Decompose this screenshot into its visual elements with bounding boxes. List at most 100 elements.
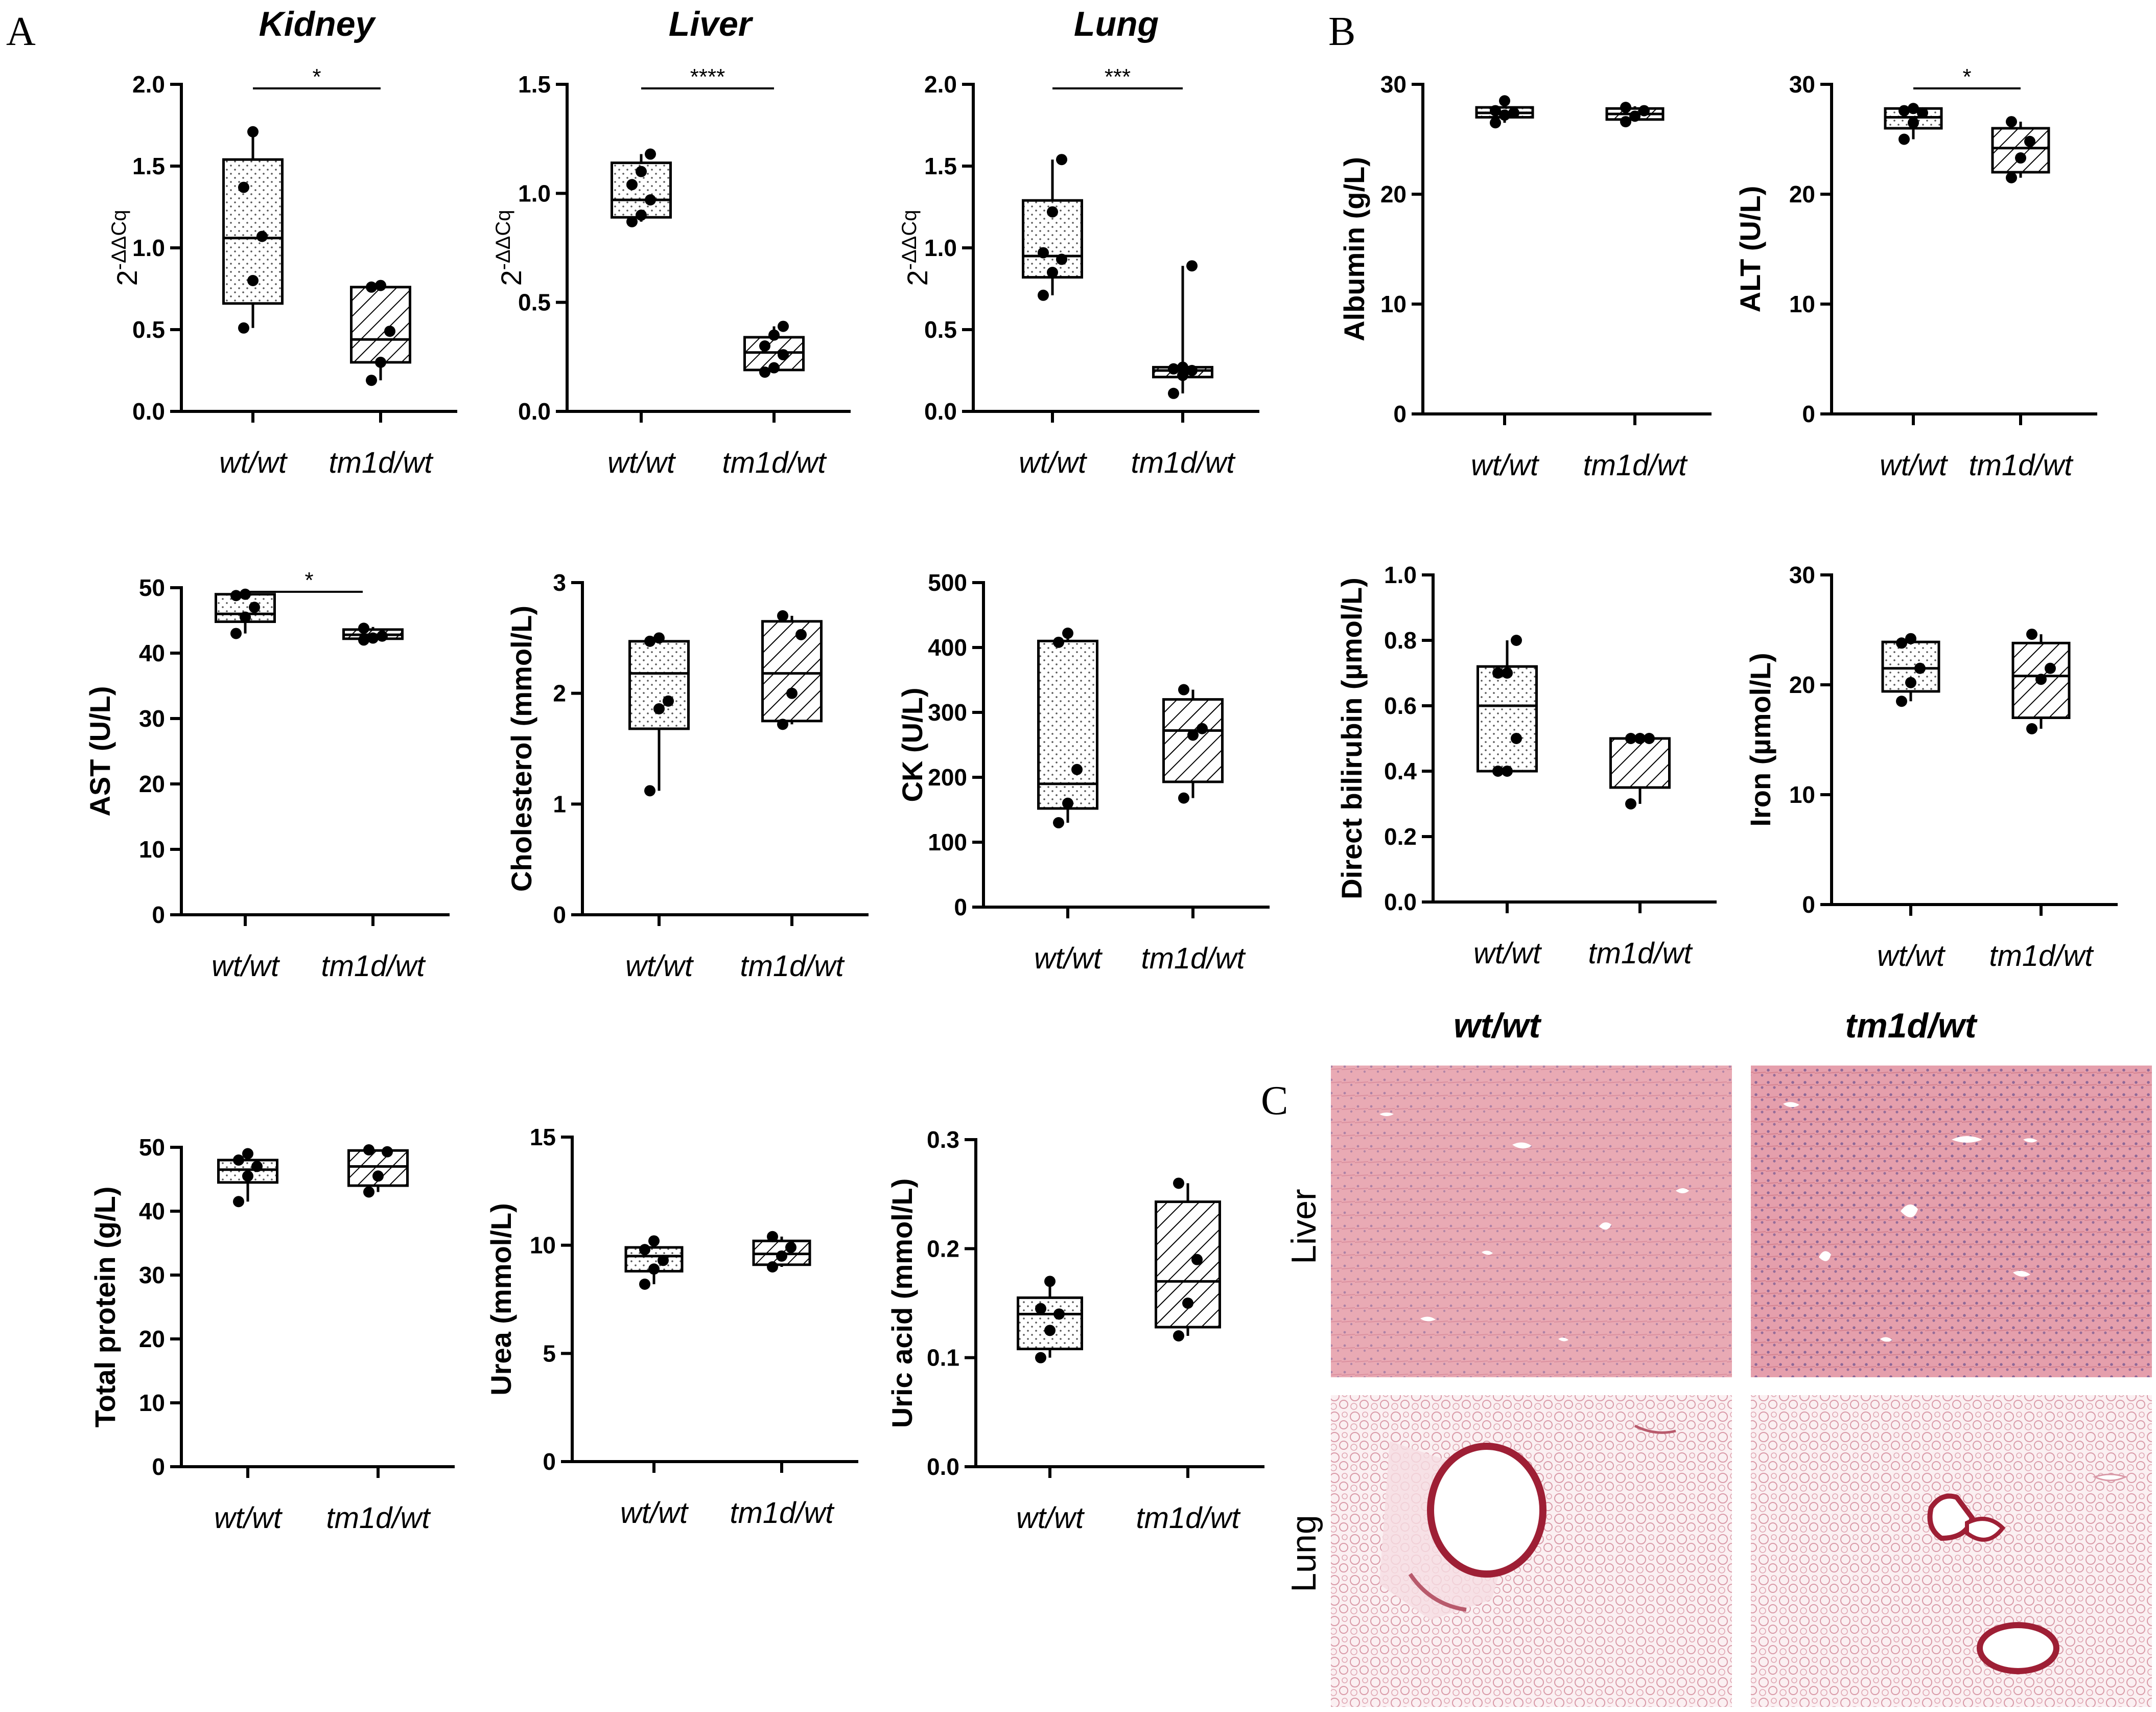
y-tick-label: 10 <box>1789 781 1815 808</box>
x-category-label: tm1d/wt <box>1968 449 2074 482</box>
data-point <box>372 1170 384 1182</box>
y-tick-label: 10 <box>1789 291 1815 317</box>
data-point <box>645 148 656 160</box>
box-iqr <box>628 640 690 730</box>
data-point <box>2045 662 2056 674</box>
data-point <box>358 634 369 646</box>
chart-liver: 0.0 0.5 1.0 1.5 wt/wt tm1d/wt 2-ΔΔCq Liver **** <box>492 5 851 479</box>
y-tick-label: 20 <box>1789 181 1815 207</box>
x-category-label: tm1d/wt <box>321 950 426 983</box>
significance-marker: * <box>1962 64 1971 89</box>
data-point <box>639 1278 650 1290</box>
data-point <box>778 320 789 332</box>
data-point <box>1511 635 1522 646</box>
panel-title: Liver <box>669 5 754 43</box>
data-point <box>626 216 638 227</box>
y-tick-label: 0.2 <box>927 1235 959 1262</box>
data-point <box>1038 247 1049 259</box>
significance-marker: **** <box>690 64 725 89</box>
y-tick-label: 0.5 <box>132 316 165 343</box>
x-category-label: wt/wt <box>219 446 288 479</box>
box-tm1d-wt <box>350 280 411 386</box>
x-category-label: tm1d/wt <box>1136 1501 1241 1535</box>
chart-iron: 0 10 20 30 wt/wt tm1d/wt Iron (µmol/L) <box>1744 562 2118 973</box>
data-point <box>1035 1352 1046 1363</box>
data-point <box>1197 723 1208 734</box>
chart-uric_acid: 0.0 0.1 0.2 0.3 wt/wt tm1d/wt Uric acid (mmol/… <box>886 1126 1264 1535</box>
box-tm1d-wt <box>752 1231 811 1273</box>
data-point <box>1492 766 1504 777</box>
y-tick-label: 1.5 <box>518 71 551 98</box>
data-point <box>2006 172 2017 183</box>
y-axis-label: Uric acid (mmol/L) <box>886 1178 918 1428</box>
data-point <box>1908 117 1919 129</box>
data-point <box>1053 1308 1065 1320</box>
lung-wt-micrograph <box>1331 1395 1732 1707</box>
data-point <box>382 1146 393 1158</box>
chart-albumin: 0 10 20 30 wt/wt tm1d/wt Albumin (g/L) <box>1338 71 1712 482</box>
data-point <box>366 375 377 386</box>
x-category-label: wt/wt <box>620 1496 689 1530</box>
box-tm1d-wt <box>1155 1177 1221 1341</box>
box-wt-wt <box>611 148 672 227</box>
y-tick-label: 3 <box>553 569 566 596</box>
y-tick-label: 0.0 <box>1384 889 1417 915</box>
data-point <box>644 635 655 647</box>
y-tick-label: 0.0 <box>132 398 165 425</box>
data-point <box>644 785 655 797</box>
data-point <box>768 362 780 374</box>
data-point <box>639 1244 650 1256</box>
data-point <box>786 687 798 699</box>
x-category-label: wt/wt <box>1877 939 1946 973</box>
data-point <box>1490 117 1501 129</box>
x-category-label: wt/wt <box>607 446 676 479</box>
y-tick-label: 500 <box>928 569 967 596</box>
box-iqr <box>350 286 411 364</box>
data-point <box>1178 684 1189 696</box>
data-point <box>1620 116 1631 128</box>
y-tick-label: 20 <box>1789 672 1815 698</box>
data-point <box>645 194 656 206</box>
data-point <box>230 628 242 639</box>
y-tick-label: 0 <box>152 901 165 928</box>
data-point <box>1502 667 1513 679</box>
liver-wt-micrograph <box>1331 1066 1732 1377</box>
data-point <box>759 340 770 352</box>
y-tick-label: 30 <box>139 705 165 732</box>
data-point <box>1634 733 1646 744</box>
chart-total_protein: 0 10 20 30 40 50 wt/wt tm1d/wt Total protein (g/… <box>89 1134 455 1535</box>
box-tm1d-wt <box>761 610 823 730</box>
data-point <box>1620 102 1631 113</box>
x-category-label: wt/wt <box>1019 446 1088 479</box>
box-tm1d-wt <box>1605 102 1665 128</box>
panel-label-b: B <box>1328 9 1355 54</box>
significance-marker: * <box>304 568 313 593</box>
histology-column-wt: wt/wt <box>1454 1006 1541 1045</box>
data-point <box>795 629 807 640</box>
y-tick-label: 0 <box>553 901 566 928</box>
data-point <box>238 181 249 193</box>
y-tick-label: 0.8 <box>1384 627 1417 654</box>
chart-panels: 0.0 0.5 1.0 1.5 2.0 wt/wt tm1d/wt 2-ΔΔCq Kidney *… <box>84 5 2118 1535</box>
data-point <box>1062 628 1073 639</box>
data-point <box>242 1170 253 1182</box>
data-point <box>663 695 674 707</box>
panel-title: Kidney <box>259 5 377 43</box>
data-point <box>1914 662 1926 674</box>
data-point <box>1917 107 1928 119</box>
data-point <box>1908 103 1919 114</box>
data-point <box>1053 636 1064 648</box>
histology-column-tm1d: tm1d/wt <box>1845 1006 1978 1045</box>
data-point <box>384 326 395 337</box>
data-point <box>1644 733 1655 744</box>
data-point <box>2024 135 2035 147</box>
box-tm1d-wt <box>342 622 404 646</box>
data-point <box>1168 387 1179 399</box>
data-point <box>1044 1325 1056 1336</box>
x-category-label: tm1d/wt <box>1583 449 1688 482</box>
chart-ck: 0 100 200 300 400 500 wt/wt tm1d/wt CK (U/L) <box>896 569 1270 975</box>
y-tick-label: 1 <box>553 791 566 817</box>
box-wt-wt <box>1881 633 1940 707</box>
data-point <box>636 210 647 221</box>
data-point <box>648 1263 660 1275</box>
